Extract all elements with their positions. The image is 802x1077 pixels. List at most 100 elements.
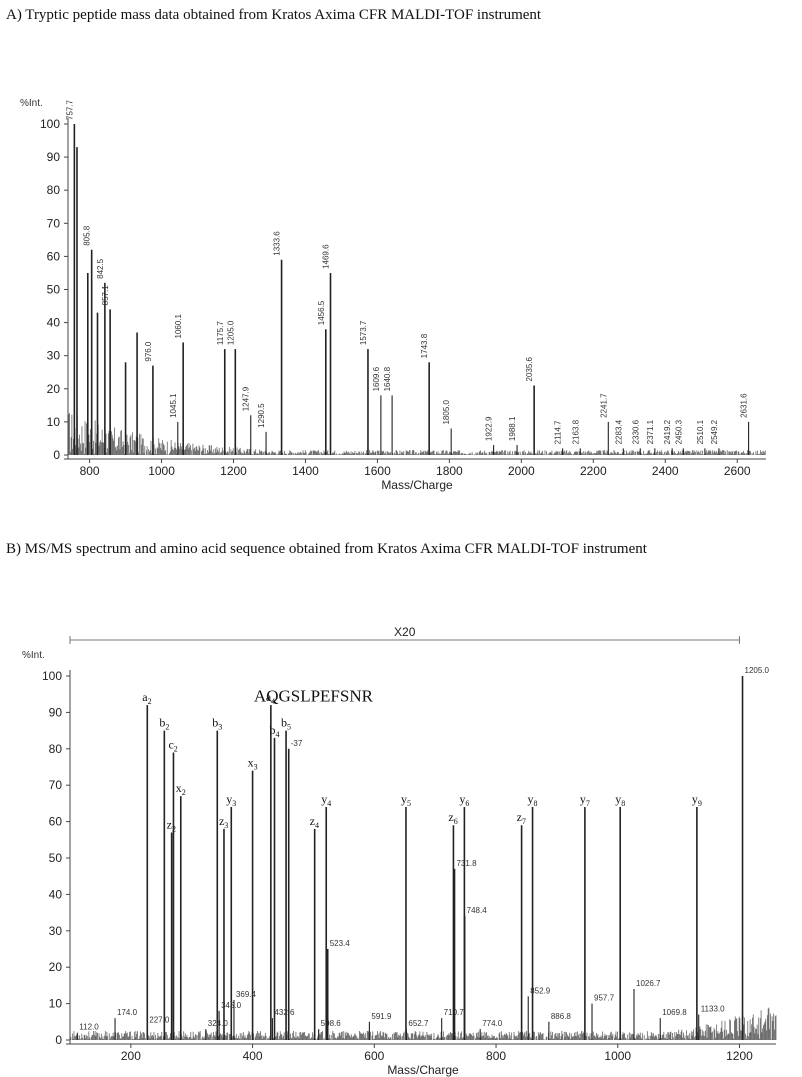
y-tick-label: 90 [49,705,63,719]
peak-label: 1743.8 [420,333,429,358]
peak-label: 842.5 [96,258,105,279]
peak-label: 852.9 [530,986,551,995]
caption-b: B) MS/MS spectrum and amino acid sequenc… [6,541,647,557]
baseline-noise [68,413,766,455]
x-tick-label: 1000 [148,464,175,478]
y-tick-label: 70 [47,216,61,230]
x-tick-label: 2600 [724,464,751,478]
peak-label: 1573.7 [359,320,368,345]
ion-label: z6 [448,810,457,826]
y-tick-label: 10 [49,997,63,1011]
ion-label: y7 [580,792,590,808]
y-tick-label: 50 [47,283,61,297]
y-tick-label: 30 [47,349,61,363]
x-tick-label: 400 [243,1049,263,1063]
y-axis-title: %Int. [22,650,45,661]
peak-label: 112.0 [79,1023,99,1032]
y-tick-label: 80 [49,742,63,756]
peak-label: 805.8 [83,225,92,246]
ion-label: y6 [459,792,469,808]
peak-label: 1060.1 [174,313,183,338]
peak-label: 369.4 [236,990,257,999]
y-tick-label: 40 [49,887,63,901]
y-tick-label: 0 [55,1033,62,1047]
x-tick-label: 1000 [604,1049,631,1063]
peak-label: 1205.0 [226,320,235,345]
peak-label: 652.7 [408,1019,429,1028]
peak-label: 345.0 [221,1001,242,1010]
y-tick-label: 90 [47,150,61,164]
chart-a-tryptic-peptide-mass: %Int. Mass/Charge 0 10 20 30 40 50 60 70 80 90 100 80… [20,98,766,492]
y-tick-label: 100 [42,669,62,683]
y-axis-title: %Int. [20,98,43,109]
peak-label: 757.7 [65,99,74,120]
ion-label: a2 [142,690,151,706]
peak-label: 227.0 [149,1015,170,1024]
x-tick-label: 1600 [364,464,391,478]
peak-label: 1133.0 [701,1005,725,1014]
peak-label: 957.7 [594,994,615,1003]
peptide-sequence: AQGSLPEFSNR [254,686,374,705]
peak-label: 748.4 [467,906,488,915]
peak-label: 2241.7 [599,393,608,418]
x-tick-label: 1800 [436,464,463,478]
peak-label: 1640.8 [383,366,392,391]
y-tick-label: 30 [49,924,63,938]
ion-label: b3 [212,716,222,732]
y-tick-label: 60 [49,815,63,829]
ion-label: b5 [281,716,291,732]
peak-label: 591.9 [371,1012,392,1021]
peak-label: 432.6 [274,1008,295,1017]
ion-label: y8 [615,792,625,808]
peak-label: 1290.5 [257,403,266,428]
peak-label: 2163.8 [571,419,580,444]
peak-label: 174.0 [117,1008,138,1017]
y-tick-label: 20 [49,960,63,974]
y-tick-label: 10 [47,415,61,429]
peak-label: 857.1 [101,285,110,306]
x-tick-label: 200 [121,1049,141,1063]
y-tick-label: 50 [49,851,63,865]
ion-label: y8 [528,792,538,808]
y-tick-label: 100 [40,117,60,131]
peak-label: 2035.6 [525,356,534,381]
peak-label: 2631.6 [740,393,749,418]
y-tick-label: 70 [49,778,63,792]
x-tick-label: 2200 [580,464,607,478]
peak-label: 2371.1 [646,419,655,444]
x-axis-title: Mass/Charge [387,1063,459,1077]
y-tick-label: 80 [47,183,61,197]
peak-label: 2450.3 [674,419,683,444]
x-tick-label: 2000 [508,464,535,478]
peak-label: 508.6 [321,1019,342,1028]
peak-label: 2510.1 [696,419,705,444]
ion-label: y9 [692,792,702,808]
peak-label: 2283.4 [614,419,623,444]
peak-label: 2419.2 [663,419,672,444]
peak-label: 1333.6 [273,231,282,256]
ion-label: z4 [310,814,319,830]
ion-label: y3 [226,792,236,808]
peak-label: 1805.0 [442,400,451,425]
peak-label: 1026.7 [636,979,661,988]
chart-b-msms-spectrum: %Int. Mass/Charge 0 10 20 30 40 50 60 70 80 90 100 20… [22,625,777,1077]
x-tick-label: 2400 [652,464,679,478]
peak-label: 1469.6 [322,244,331,269]
peak-label: 1247.9 [242,386,251,411]
peak-label: 1045.1 [169,393,178,418]
peak-label: 2114.7 [554,420,563,444]
magnification-label: X20 [394,625,416,639]
y-tick-label: 40 [47,316,61,330]
peak-label: 731.8 [457,859,478,868]
peak-label: 1205.0 [745,666,770,675]
peak-label: 1922.9 [485,416,494,441]
ion-label: x2 [176,781,186,797]
ion-label: b2 [159,716,169,732]
peak-label: 1456.5 [317,300,326,325]
peak-label: 2330.6 [631,419,640,444]
x-tick-label: 600 [364,1049,384,1063]
x-tick-label: 1400 [292,464,319,478]
peak-label: 1988.1 [508,416,517,441]
ion-label: y5 [401,792,411,808]
y-tick-label: 20 [47,382,61,396]
